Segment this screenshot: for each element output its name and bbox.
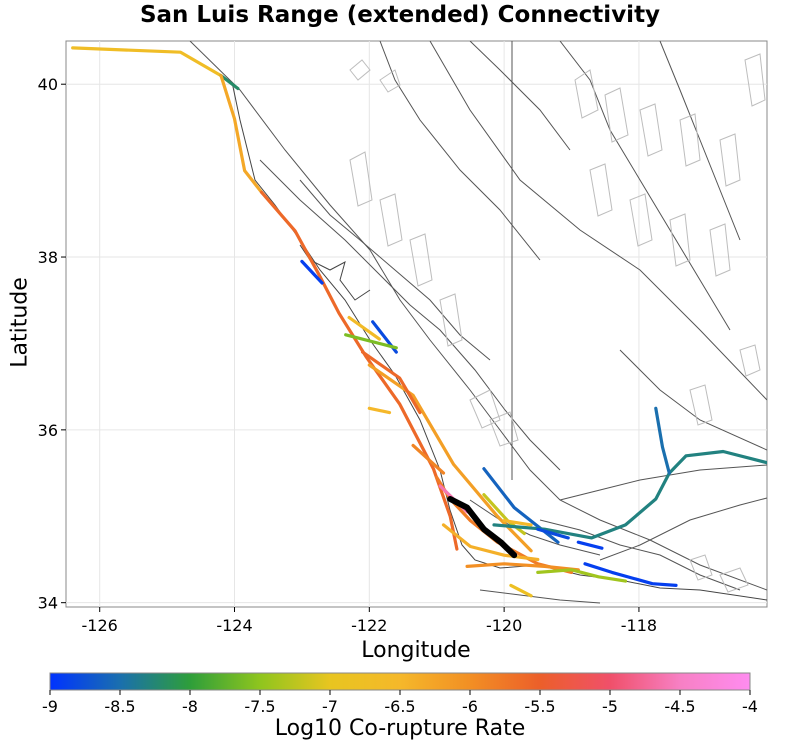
connected-section-10 xyxy=(361,350,422,415)
colorbar-tick-label: -6 xyxy=(462,697,478,716)
colorbar-tick-label: -6.5 xyxy=(384,697,415,716)
connected-section-9 xyxy=(367,406,392,415)
y-axis-ticks: 34 36 38 40 xyxy=(38,75,66,613)
colorbar-tick-label: -5 xyxy=(602,697,618,716)
connected-section-8 xyxy=(367,363,533,553)
connected-section-25 xyxy=(411,443,446,475)
plot-area xyxy=(65,40,768,608)
colorbar-tick-label: -7.5 xyxy=(244,697,275,716)
colorbar-tick-label: -7 xyxy=(322,697,338,716)
x-tick-label: -120 xyxy=(486,616,522,635)
y-axis-label: Latitude xyxy=(7,277,33,368)
connected-section-2 xyxy=(219,73,264,194)
colorbar xyxy=(49,672,751,691)
connected-section-5 xyxy=(347,315,381,341)
colorbar-tick-label: -5.5 xyxy=(524,697,555,716)
connected-section-4 xyxy=(300,259,324,285)
connected-section-18 xyxy=(576,540,604,550)
x-tick-label: -126 xyxy=(82,616,118,635)
y-tick-label: 34 xyxy=(38,594,58,613)
colorbar-label: Log10 Co-rupture Rate xyxy=(274,716,526,741)
x-axis-ticks: -126 -124 -122 -120 -118 xyxy=(82,607,657,635)
target-section-group xyxy=(447,496,518,559)
x-tick-label: -124 xyxy=(216,616,252,635)
connected-section-19 xyxy=(441,523,540,562)
fault-traces xyxy=(189,41,767,604)
connected-section-16 xyxy=(654,406,671,475)
fault-dip-boxes xyxy=(349,53,766,593)
colorbar-tick-label: -4 xyxy=(742,697,758,716)
connected-section-17 xyxy=(536,527,570,540)
connected-section-1 xyxy=(219,73,240,91)
y-tick-label: 38 xyxy=(38,248,58,267)
connected-section-7 xyxy=(344,333,398,350)
x-axis-label: Longitude xyxy=(361,638,471,663)
target-section xyxy=(447,496,518,559)
connected-section-3 xyxy=(259,190,459,551)
grid-lines xyxy=(66,41,767,607)
y-tick-label: 40 xyxy=(38,75,58,94)
x-tick-label: -118 xyxy=(621,616,657,635)
colorbar-tick-label: -4.5 xyxy=(664,697,695,716)
x-tick-label: -122 xyxy=(351,616,387,635)
connected-section-15 xyxy=(492,449,767,540)
connected-section-20 xyxy=(465,562,580,572)
connected-section-0 xyxy=(71,46,223,78)
colorbar-ticks: -9 -8.5 -8 -7.5 -7 -6.5 -6 -5.5 -5 -4.5 -4 xyxy=(42,690,758,716)
colorbar-tick-label: -9 xyxy=(42,697,58,716)
connected-section-24 xyxy=(502,518,533,527)
connected-section-22 xyxy=(583,562,678,588)
chart-title: San Luis Range (extended) Connectivity xyxy=(139,2,661,28)
y-tick-label: 36 xyxy=(38,421,58,440)
colorbar-tick-label: -8 xyxy=(182,697,198,716)
connected-sections xyxy=(71,46,767,598)
connected-section-21 xyxy=(536,568,628,583)
connected-section-23 xyxy=(509,583,533,598)
colorbar-tick-label: -8.5 xyxy=(104,697,135,716)
